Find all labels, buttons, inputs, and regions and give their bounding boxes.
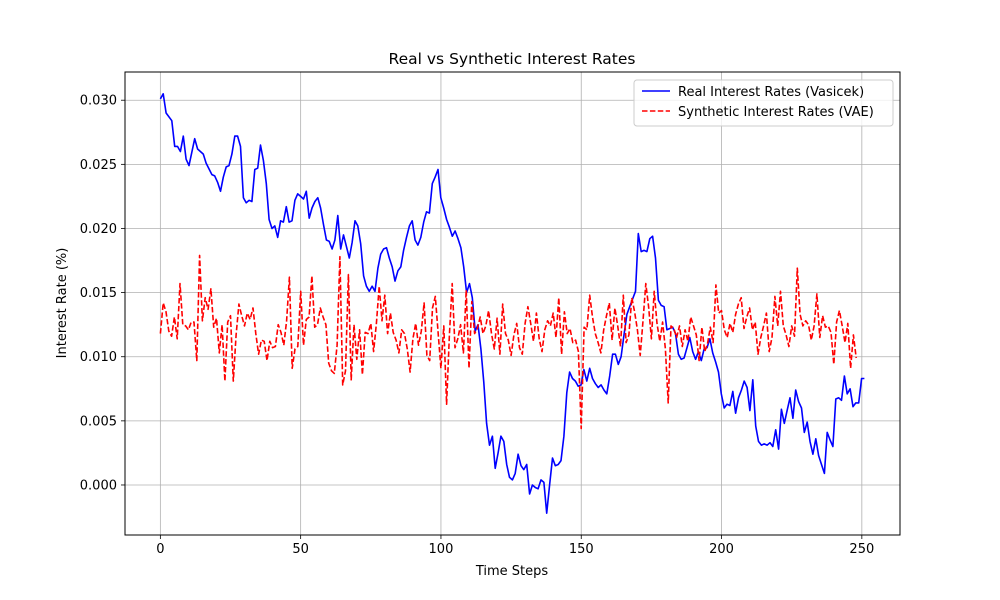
grid xyxy=(125,72,900,535)
x-tick-label: 250 xyxy=(849,542,874,557)
ticks: 0 50 100 150 200 250 0.000 0.005 0.010 0.015 0.020… xyxy=(80,94,874,557)
series-line-synthetic xyxy=(159,254,857,430)
x-tick-label: 200 xyxy=(709,542,734,557)
plot-frame xyxy=(124,71,901,536)
x-tick-label: 50 xyxy=(292,542,309,557)
y-tick-label: 0.030 xyxy=(80,94,117,109)
series-layer xyxy=(159,93,865,514)
y-tick-label: 0.025 xyxy=(80,158,117,173)
legend-box xyxy=(633,79,894,127)
y-axis-label: Interest Rate (%) xyxy=(55,248,70,359)
legend: Real Interest Rates (Vasicek) Synthetic … xyxy=(633,79,894,127)
chart-title: Real vs Synthetic Interest Rates xyxy=(389,50,636,68)
series-line-real xyxy=(159,93,865,514)
y-tick-label: 0.005 xyxy=(80,414,117,429)
y-tick-label: 0.020 xyxy=(80,222,117,237)
y-tick-label: 0.015 xyxy=(80,286,117,301)
x-tick-label: 100 xyxy=(429,542,454,557)
y-tick-label: 0.010 xyxy=(80,350,117,365)
x-tick-label: 150 xyxy=(569,542,594,557)
legend-label-real: Real Interest Rates (Vasicek) xyxy=(678,85,864,100)
x-axis-label: Time Steps xyxy=(475,564,549,579)
x-tick-label: 0 xyxy=(156,542,164,557)
y-tick-label: 0.000 xyxy=(80,478,117,493)
legend-label-synthetic: Synthetic Interest Rates (VAE) xyxy=(678,105,874,120)
